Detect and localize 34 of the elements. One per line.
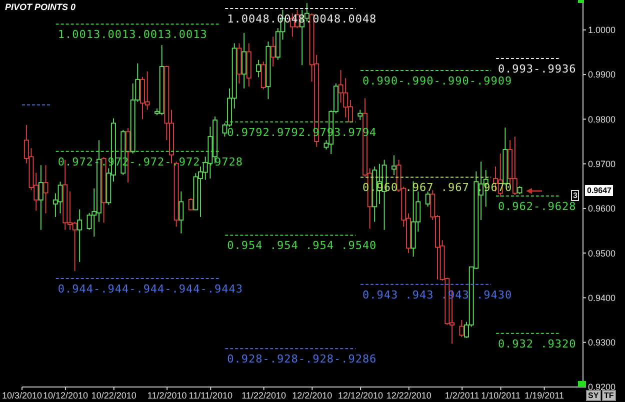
annotation: 3 xyxy=(571,190,580,201)
y-tick-label: 0.9500 xyxy=(588,248,616,258)
y-tick-label: 0.9900 xyxy=(588,70,616,80)
x-tick-label: 1/19/2011 xyxy=(524,390,564,400)
y-tick-label: 0.9800 xyxy=(588,114,616,124)
annotation: 0.990-.990-.990-.9909 xyxy=(362,74,512,88)
x-tick-label: 12/12/2010 xyxy=(338,390,384,400)
x-tick-label: 12/22/2010 xyxy=(386,390,432,400)
text: TF xyxy=(602,390,616,401)
x-tick-label: 11/22/2010 xyxy=(242,390,286,400)
annotation: 0.928-.928-.928-.9286 xyxy=(227,352,377,366)
y-tick-label: 0.9600 xyxy=(588,204,616,214)
x-tick-label: 1/10/2011 xyxy=(481,390,520,400)
annotation: 1.0013.0013.0013.0013 xyxy=(58,28,208,42)
x-tick-label: 10/12/2010 xyxy=(43,390,88,400)
y-tick-label: 0.9300 xyxy=(588,338,616,348)
annotation: 0.932 .9320 xyxy=(498,337,576,350)
x-tick-label: 11/11/2010 xyxy=(188,390,232,400)
y-tick-label: 0.9200 xyxy=(588,382,616,392)
y-tick-label: 0.9400 xyxy=(588,292,616,303)
x-tick-label: 10/3/2010 xyxy=(2,390,42,400)
chart-title: PIVOT POINTS 0 xyxy=(5,2,76,13)
y-tick-label: 0.9700 xyxy=(588,159,616,170)
annotation: 0.954 .954 .954 .9540 xyxy=(227,239,377,252)
annotation: 0.944-.944-.944-.944-.9443 xyxy=(58,282,244,296)
x-tick-label: 12/2/2010 xyxy=(292,390,332,400)
x-tick-label: 10/22/2010 xyxy=(91,390,136,400)
y-tick-label: 1.0000 xyxy=(588,25,616,36)
annotation: 0.962-.9628 xyxy=(498,200,576,213)
x-tick-label: 11/2/2010 xyxy=(147,390,187,400)
text: SY xyxy=(586,390,601,401)
x-tick-label: 1/2/2011 xyxy=(444,390,480,400)
annotation: 0.993-.9936 xyxy=(498,62,576,76)
text: 0.9647 xyxy=(585,185,614,196)
